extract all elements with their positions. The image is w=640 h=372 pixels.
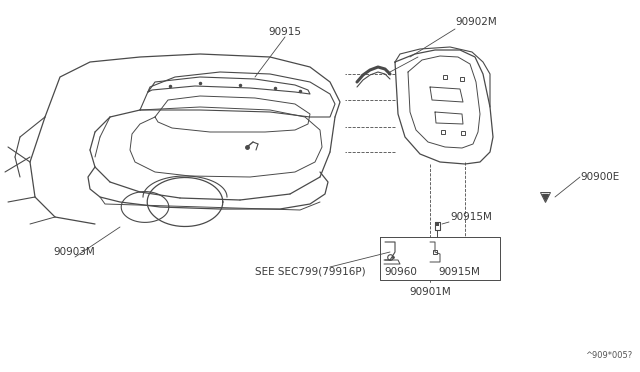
Text: 90902M: 90902M xyxy=(455,17,497,27)
Text: 90915M: 90915M xyxy=(438,267,480,277)
Text: 90915: 90915 xyxy=(269,27,301,37)
Text: 90900E: 90900E xyxy=(580,172,620,182)
Text: 90960: 90960 xyxy=(384,267,417,277)
Text: 90901M: 90901M xyxy=(409,287,451,297)
Text: SEE SEC799(79916P): SEE SEC799(79916P) xyxy=(255,267,365,277)
Text: 90915M: 90915M xyxy=(450,212,492,222)
Text: 90903M: 90903M xyxy=(53,247,95,257)
Text: ^909*005?: ^909*005? xyxy=(585,351,632,360)
